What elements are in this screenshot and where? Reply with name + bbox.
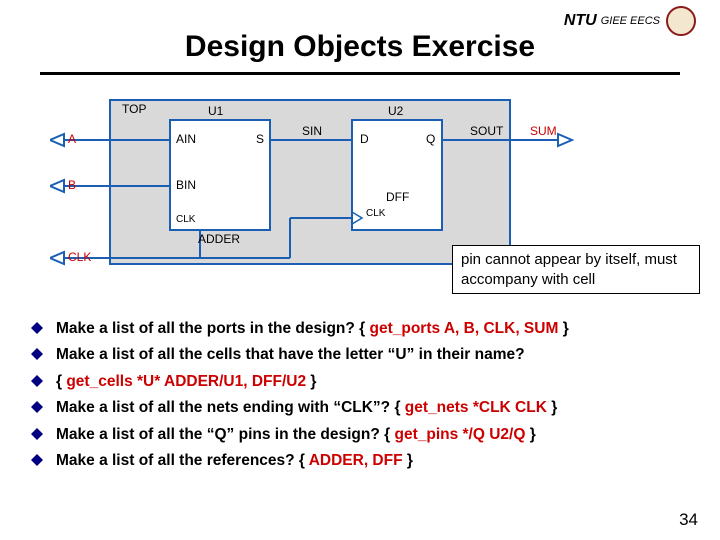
lbl-u1: U1 — [208, 104, 223, 118]
lbl-adder-clk: CLK — [176, 214, 195, 225]
bullet-cmd: get_cells *U* — [66, 373, 160, 390]
lbl-bin: BIN — [176, 178, 196, 192]
lbl-d: D — [360, 132, 369, 146]
lbl-adder: ADDER — [198, 232, 240, 246]
lbl-top: TOP — [122, 102, 146, 116]
list-item: { get_cells *U* ADDER/U1, DFF/U2 } — [30, 371, 700, 393]
bullet-pre: Make a list of all the cells that have t… — [56, 346, 525, 363]
lbl-dff-clk: CLK — [366, 208, 385, 219]
lbl-a: A — [68, 132, 76, 146]
bullet-icon — [30, 400, 48, 414]
bullet-pre: Make a list of all the references? { — [56, 452, 309, 469]
bullet-cmd: get_pins */Q — [394, 426, 484, 443]
bullet-post: } — [525, 426, 535, 443]
bullet-icon — [30, 347, 48, 361]
bullet-ans: U2/Q — [485, 426, 525, 443]
bullet-pre: { — [56, 373, 66, 390]
lbl-b: B — [68, 178, 76, 192]
lbl-ain: AIN — [176, 132, 196, 146]
lbl-q: Q — [426, 132, 435, 146]
bullet-post: } — [403, 452, 413, 469]
bullet-ans: ADDER, DFF — [309, 452, 403, 469]
bullet-ans: ADDER/U1, DFF/U2 — [160, 373, 306, 390]
bullet-icon — [30, 453, 48, 467]
page-title: Design Objects Exercise — [0, 30, 720, 64]
bullet-icon — [30, 321, 48, 335]
org-label: NTU — [564, 12, 597, 30]
bullet-cmd: get_nets *CLK — [405, 399, 515, 416]
list-item: Make a list of all the cells that have t… — [30, 344, 700, 366]
list-item: Make a list of all the references? { ADD… — [30, 450, 700, 472]
lbl-s: S — [256, 132, 264, 146]
note-box: pin cannot appear by itself, must accomp… — [452, 245, 700, 294]
bullet-list: Make a list of all the ports in the desi… — [30, 318, 700, 477]
lbl-sin: SIN — [302, 124, 322, 138]
list-item: Make a list of all the ports in the desi… — [30, 318, 700, 340]
page-number: 34 — [679, 510, 698, 530]
lbl-clk: CLK — [68, 250, 91, 264]
bullet-post: } — [547, 399, 557, 416]
lbl-sum: SUM — [530, 124, 557, 138]
bullet-pre: Make a list of all the “Q” pins in the d… — [56, 426, 394, 443]
bullet-pre: Make a list of all the nets ending with … — [56, 399, 405, 416]
bullet-ans: A, B, CLK, SUM — [440, 320, 558, 337]
bullet-ans: CLK — [515, 399, 547, 416]
bullet-post: } — [306, 373, 316, 390]
lbl-u2: U2 — [388, 104, 403, 118]
bullet-pre: Make a list of all the ports in the desi… — [56, 320, 370, 337]
bullet-cmd: get_ports — [370, 320, 441, 337]
list-item: Make a list of all the “Q” pins in the d… — [30, 424, 700, 446]
bullet-icon — [30, 427, 48, 441]
title-underline — [40, 72, 680, 75]
bullet-icon — [30, 374, 48, 388]
bullet-post: } — [558, 320, 568, 337]
lbl-dff: DFF — [386, 190, 409, 204]
lbl-sout: SOUT — [470, 124, 503, 138]
dept-label: GIEE EECS — [601, 15, 660, 27]
list-item: Make a list of all the nets ending with … — [30, 397, 700, 419]
